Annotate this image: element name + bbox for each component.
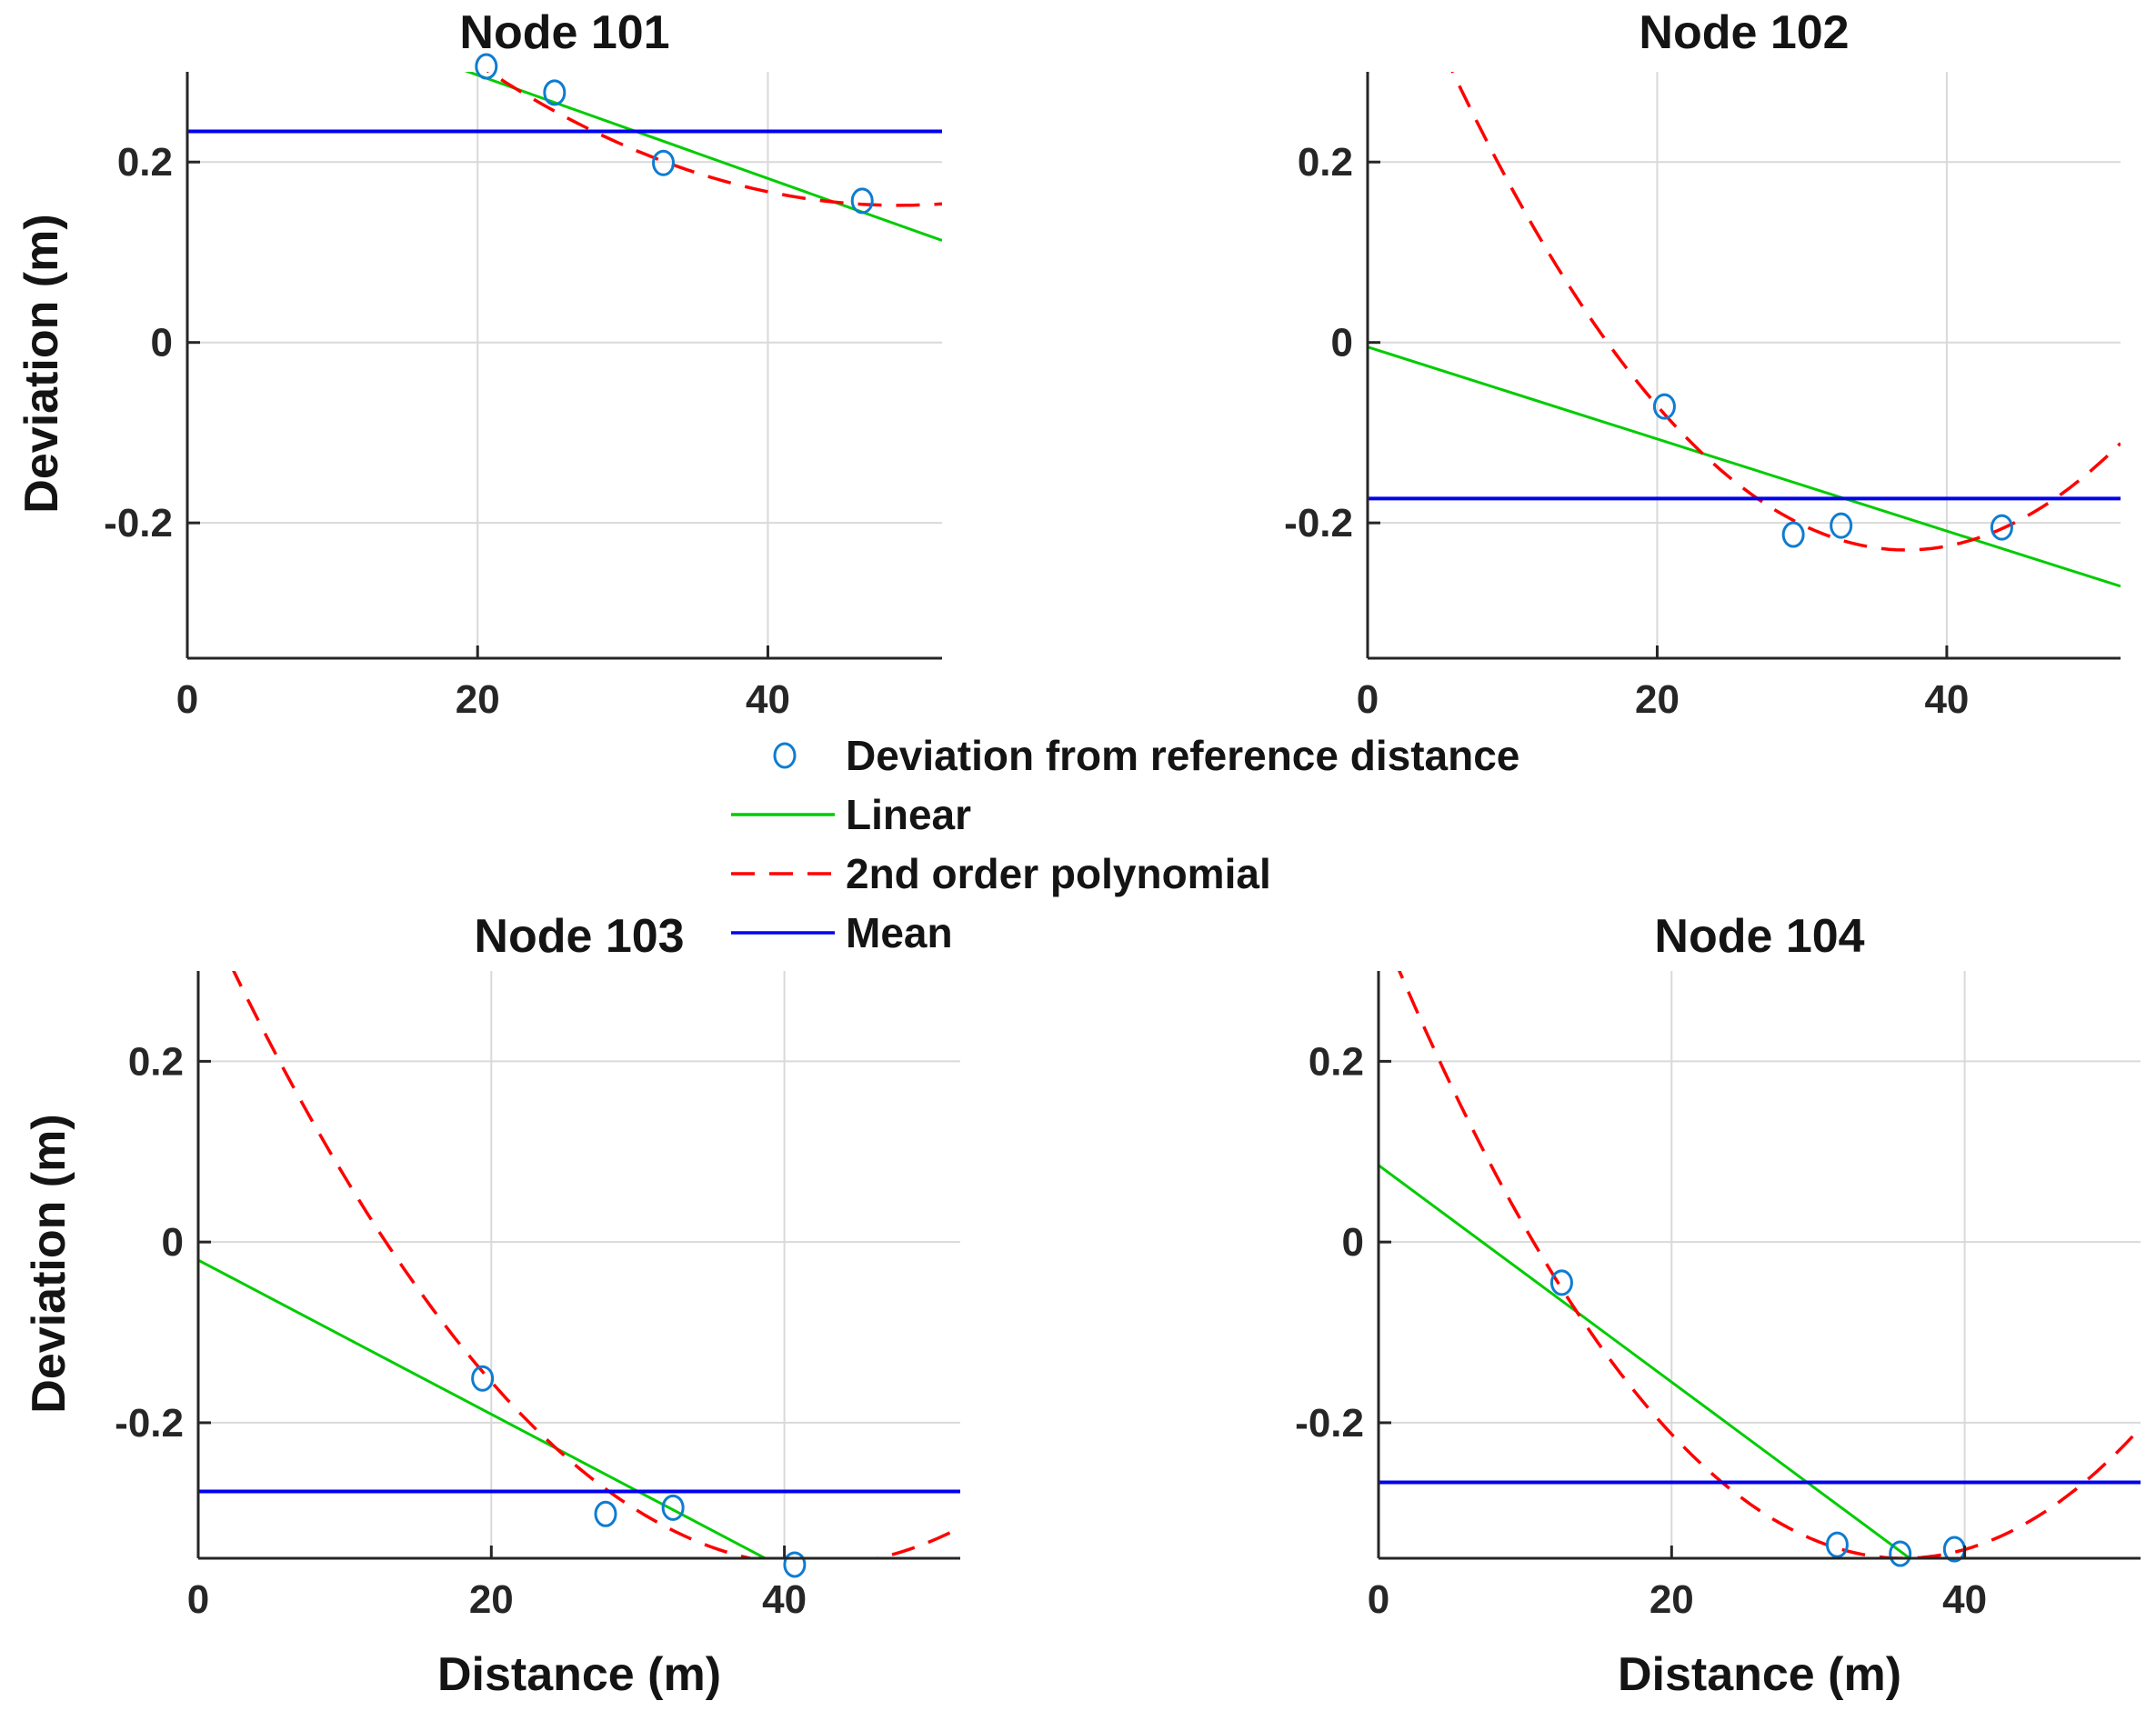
plot-title-node-102: Node 102: [1639, 6, 1850, 59]
x-axis-label-bottom-left: Distance (m): [436, 1648, 722, 1701]
x-tick-label: 40: [746, 677, 790, 722]
legend-item-mean: Mean: [727, 903, 1519, 962]
plot-node-101: 0 20 40 0.2 0 -0.2: [104, 53, 942, 722]
poly-fit-line: [232, 971, 960, 1558]
legend-item-polynomial: 2nd order polynomial: [727, 844, 1519, 903]
legend-label-mean: Mean: [846, 908, 953, 956]
data-point: [1652, 393, 1676, 420]
y-tick-label: -0.2: [1295, 1401, 1364, 1446]
x-tick-label: 40: [1924, 677, 1969, 722]
data-point: [471, 1365, 495, 1392]
data-point: [1549, 1269, 1573, 1296]
y-tick-label: 0.2: [117, 140, 173, 185]
data-point: [652, 149, 676, 176]
plot-title-node-104: Node 104: [1654, 910, 1865, 963]
linear-fit-line: [1379, 1164, 1912, 1558]
data-point: [783, 1551, 807, 1578]
data-point: [594, 1500, 617, 1527]
x-tick-label: 0: [1368, 1577, 1389, 1622]
x-tick-label: 20: [1635, 677, 1680, 722]
data-point: [850, 187, 874, 215]
x-tick-label: 0: [187, 1577, 209, 1622]
x-tick-label: 40: [762, 1577, 807, 1622]
x-tick-label: 0: [176, 677, 198, 722]
linear-fit-line: [198, 1258, 768, 1558]
legend-label-deviation: Deviation from reference distance: [846, 731, 1520, 779]
y-axis-label-bottom: Deviation (m): [23, 1114, 75, 1414]
dashed-line-icon: [731, 871, 835, 876]
scatter-marker-icon: [773, 742, 797, 768]
y-axis-label-top: Deviation (m): [15, 214, 68, 514]
legend-label-polynomial: 2nd order polynomial: [846, 849, 1271, 897]
plot-title-node-103: Node 103: [474, 910, 685, 963]
y-tick-label: 0.2: [1309, 1039, 1364, 1084]
data-point: [1825, 1531, 1849, 1558]
x-tick-label: 20: [469, 1577, 514, 1622]
data-point: [475, 53, 498, 80]
linear-fit-line: [464, 72, 942, 242]
data-point: [1781, 521, 1805, 548]
linear-line-icon: [731, 812, 835, 816]
x-axis-label-bottom-right: Distance (m): [1617, 1648, 1902, 1701]
poly-fit-line: [1450, 72, 2121, 552]
plot-title-node-101: Node 101: [459, 6, 670, 59]
y-tick-label: -0.2: [115, 1401, 184, 1446]
mean-line-icon: [731, 930, 835, 935]
legend-label-linear: Linear: [846, 790, 972, 838]
y-tick-label: 0: [151, 321, 173, 365]
legend: Deviation from reference distance Linear…: [727, 725, 1519, 962]
y-tick-label: -0.2: [1284, 501, 1353, 545]
poly-fit-line: [1398, 971, 2141, 1558]
x-tick-label: 20: [456, 677, 500, 722]
y-tick-label: -0.2: [104, 501, 173, 545]
x-tick-label: 0: [1357, 677, 1379, 722]
data-point: [543, 79, 567, 106]
x-tick-label: 20: [1650, 1577, 1694, 1622]
plot-node-102: 0 20 40 0.2 0 -0.2: [1284, 72, 2121, 722]
plot-node-103: 0 20 40 0.2 0 -0.2: [115, 971, 960, 1622]
data-point: [1830, 512, 1853, 539]
plot-node-104: 0 20 40 0.2 0 -0.2: [1295, 971, 2141, 1622]
y-tick-label: 0: [1331, 321, 1353, 365]
legend-item-linear: Linear: [727, 785, 1519, 844]
y-tick-label: 0.2: [128, 1039, 184, 1084]
data-point: [1990, 514, 2013, 541]
linear-fit-line: [1368, 345, 2121, 588]
y-tick-label: 0.2: [1298, 140, 1353, 185]
legend-item-deviation: Deviation from reference distance: [727, 725, 1519, 785]
y-tick-label: 0: [1342, 1220, 1364, 1265]
x-tick-label: 40: [1942, 1577, 1987, 1622]
data-point: [661, 1494, 685, 1521]
data-point: [1889, 1540, 1912, 1567]
y-tick-label: 0: [162, 1220, 184, 1265]
